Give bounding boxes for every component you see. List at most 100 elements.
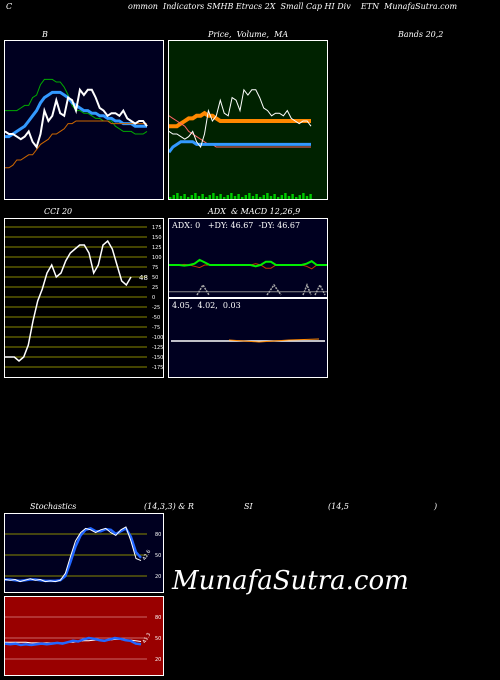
header-c: C	[6, 2, 13, 11]
label-rsi-params: (14,5	[328, 502, 349, 511]
plus-di-line	[169, 258, 327, 268]
volume-bar	[194, 193, 197, 199]
cci-ylabel: 50	[152, 275, 158, 281]
label-price-ma: Price, Volume, MA	[208, 30, 289, 39]
volume-bar	[302, 193, 305, 199]
volume-bar	[230, 193, 233, 199]
cci-ylabel: -125	[152, 345, 163, 351]
volume-bar	[298, 195, 301, 199]
cci-ylabel: 125	[152, 245, 162, 251]
cci-ylabel: 0	[152, 295, 155, 301]
cci-ylabel: 175	[152, 225, 162, 231]
volume-bar	[183, 194, 186, 199]
cci-panel: 175 150 125 100 75 50 25 0 -25 -50 -75 -100 -125 -150…	[4, 218, 164, 378]
bollinger-panel	[4, 40, 164, 200]
adx-readout: ADX: 0 +DY: 46.67 -DY: 46.67	[172, 221, 301, 230]
volume-bar	[212, 193, 215, 199]
cci-ylabel: 100	[152, 255, 162, 261]
volume-bar	[305, 196, 309, 199]
macd-panel: 4.05, 4.02, 0.03	[168, 298, 328, 378]
rsi-line	[5, 636, 142, 647]
rsi-ylabel: 20	[155, 657, 161, 663]
cci-ylabel: -150	[152, 355, 163, 361]
label-bollinger: B	[42, 30, 48, 39]
volume-bar	[226, 195, 229, 199]
bollinger-chart	[5, 78, 148, 169]
macd-chart	[171, 338, 325, 343]
volume-bar	[208, 195, 211, 199]
cci-ylabel: -50	[152, 315, 160, 321]
cci-ylabel: -175	[152, 365, 163, 371]
label-stoch-params: (14,3,3) & R	[144, 502, 194, 511]
adx-bump	[302, 282, 312, 296]
price-line-1	[169, 115, 311, 148]
page-title: ommon Indicators SMHB Etracs 2X Small Ca…	[128, 2, 458, 11]
volume-bar	[223, 197, 226, 199]
rsi-ylabel: 50	[155, 636, 161, 642]
volume-bar	[197, 196, 201, 199]
price-ma-chart	[169, 88, 312, 199]
cci-ylabel: 150	[152, 235, 162, 241]
volume-bar	[233, 196, 237, 199]
price-ma-panel	[168, 40, 328, 200]
label-stochastics: Stochastics	[30, 502, 77, 511]
volume-bar	[169, 197, 172, 199]
volume-bar	[269, 196, 273, 199]
stochastics-chart: 80 50 20 42.6	[5, 526, 161, 583]
volume-bar	[241, 197, 244, 199]
rsi-panel: 80 50 20 41.3	[4, 596, 164, 676]
price-line-0	[169, 110, 311, 129]
volume-bar	[172, 195, 175, 199]
label-bands: Bands 20,2	[398, 30, 444, 39]
volume-bar	[219, 194, 222, 199]
volume-bar	[280, 195, 283, 199]
label-adx-macd: ADX & MACD 12,26,9	[208, 207, 301, 216]
cci-ylabel: -75	[152, 325, 160, 331]
volume-bar	[190, 195, 193, 199]
price-line-2	[169, 140, 311, 154]
volume-bar	[176, 193, 179, 199]
volume-bar	[179, 196, 183, 199]
volume-bar	[259, 197, 262, 199]
volume-bar	[284, 193, 287, 199]
volume-bar	[277, 197, 280, 199]
label-cci: CCI 20	[44, 207, 73, 216]
label-rsi-close: )	[434, 502, 438, 511]
macd-readout: 4.05, 4.02, 0.03	[172, 301, 241, 310]
adx-chart	[169, 258, 327, 296]
stoch-ylabel: 50	[155, 553, 161, 559]
cci-chart: 175 150 125 100 75 50 25 0 -25 -50 -75 -100 -125 -150…	[5, 225, 163, 371]
rsi-chart: 80 50 20 41.3	[5, 615, 161, 663]
bollinger-line-3	[5, 87, 148, 150]
volume-bar	[248, 193, 251, 199]
volume-bar	[244, 195, 247, 199]
label-si: SI	[244, 502, 253, 511]
volume-bar	[205, 197, 208, 199]
macd-signal-line	[228, 338, 320, 343]
cci-ylabel: -100	[152, 335, 163, 341]
volume-bar	[201, 194, 204, 199]
volume-bar	[295, 197, 298, 199]
cci-ylabel: -25	[152, 305, 160, 311]
rsi-ylabel: 80	[155, 615, 161, 621]
cci-last-value: 48	[139, 274, 148, 282]
cci-ylabel: 75	[152, 265, 158, 271]
watermark: MunafaSutra.com	[172, 566, 409, 596]
adx-panel: ADX: 0 +DY: 46.67 -DY: 46.67	[168, 218, 328, 298]
rsi-last-value: 41.3	[142, 632, 153, 645]
volume-bar	[187, 197, 190, 199]
volume-bar	[215, 196, 219, 199]
adx-bump	[196, 283, 210, 296]
stochastics-panel: 80 50 20 42.6	[4, 513, 164, 593]
volume-bar	[266, 193, 269, 199]
price-line-3	[169, 88, 312, 149]
stoch-k-line	[5, 526, 142, 583]
adx-bump	[266, 283, 282, 296]
volume-bar	[262, 195, 265, 199]
volume-bar	[251, 196, 255, 199]
stoch-ylabel: 80	[155, 532, 161, 538]
cci-line	[5, 239, 132, 362]
cci-ylabel: 25	[152, 285, 158, 291]
volume-bar	[273, 194, 276, 199]
volume-bar	[291, 194, 294, 199]
